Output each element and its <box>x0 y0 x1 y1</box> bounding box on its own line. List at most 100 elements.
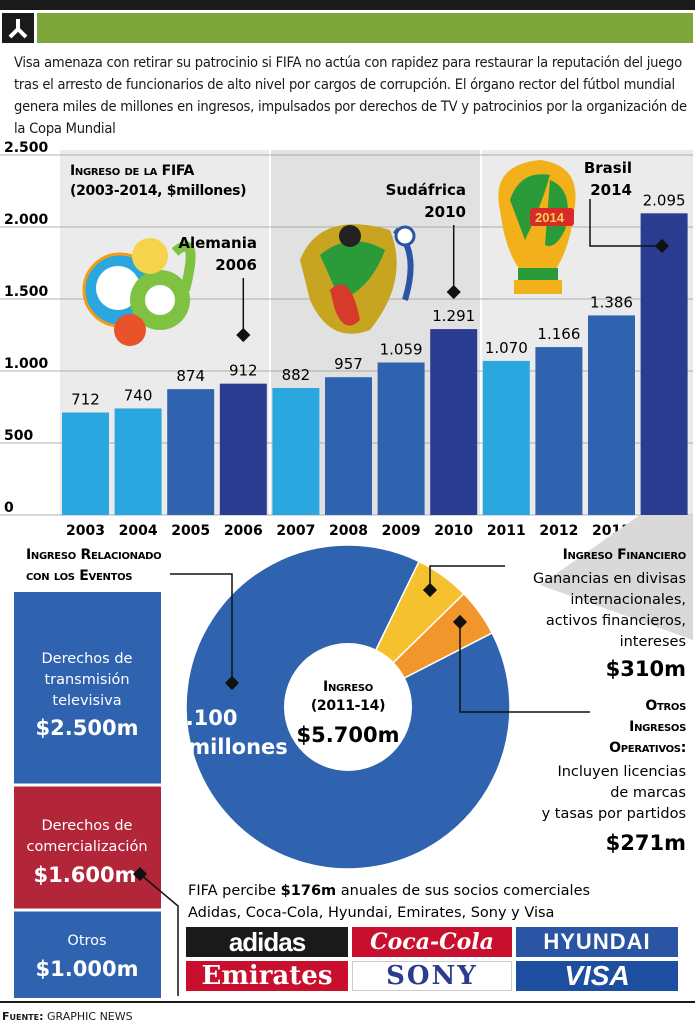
header-green-bar <box>37 13 693 43</box>
y-tick-label: 0 <box>4 500 14 516</box>
south-africa-2010-logo-icon <box>300 224 416 334</box>
financial-value: $310m <box>606 657 686 681</box>
com-label-1: Derechos de <box>42 818 133 834</box>
com-label-2: comercialización <box>26 839 147 855</box>
tv-label-2: transmisión <box>44 672 129 688</box>
financial-leader-line <box>429 565 505 590</box>
bar-value-label: 1.386 <box>590 293 633 311</box>
bar-2011 <box>482 360 530 515</box>
x-axis-ticks: 2003 2004 2005 2006 2007 2008 2009 2010 2011 2012… <box>66 523 684 539</box>
financial-desc-3: activos financieros, <box>546 613 686 629</box>
annotation-dot <box>236 327 251 343</box>
annotation-label: Alemania <box>178 234 257 252</box>
y-tick-label: 2.000 <box>4 212 49 228</box>
visa-logo: VISA <box>516 960 678 991</box>
bar-value-label: 2.095 <box>643 191 686 209</box>
publisher-logo-icon <box>8 19 28 39</box>
bar-2006 <box>219 383 267 515</box>
bar-2007 <box>272 387 320 515</box>
germany-2006-logo-icon <box>82 238 196 346</box>
other-value: $271m <box>606 831 686 855</box>
pie-center-title: Ingreso <box>323 679 373 695</box>
bar-2003 <box>62 412 109 515</box>
pie-center-hole <box>284 643 412 771</box>
annotation-year: 2010 <box>424 203 466 221</box>
bar-value-label: 882 <box>282 366 311 384</box>
y-tick-label: 1.000 <box>4 356 49 372</box>
x-tick-label: 2004 <box>119 523 158 539</box>
tv-label-3: televisiva <box>52 693 121 709</box>
com-value: $1.600m <box>34 863 137 887</box>
other-leader-line <box>459 622 590 713</box>
hyundai-logo: HYUNDAI <box>516 927 678 957</box>
events-leader-line <box>170 573 233 683</box>
bar-2012 <box>535 347 583 515</box>
sony-logo: SONY <box>352 961 512 991</box>
pie-events-unit: millones <box>188 735 288 759</box>
bar-2009 <box>377 362 425 515</box>
events-leader-dot <box>224 675 240 691</box>
sponsor-bracket <box>139 873 179 996</box>
pie-center-value: $5.700m <box>297 723 400 747</box>
y-axis-ticks: 0 500 1.000 1.500 2.000 2.500 <box>4 140 49 516</box>
annotation-dot <box>446 284 461 300</box>
bar-2005 <box>167 389 215 515</box>
other-desc-1: Incluyen licencias <box>557 764 686 780</box>
bar-2008 <box>325 377 372 515</box>
financial-title: Ingreso Financiero <box>563 547 686 563</box>
publisher-logo <box>2 13 34 43</box>
x-tick-label: 2012 <box>539 523 578 539</box>
other-title-2: Ingresos <box>629 719 686 735</box>
bar-value-label: 1.059 <box>380 341 423 359</box>
bar-2014 <box>640 213 688 515</box>
events-breakdown <box>14 592 161 998</box>
other-desc-3: y tasas por partidos <box>542 806 686 822</box>
other-title-1: Otros <box>645 698 686 714</box>
bar-value-label: 1.166 <box>537 325 580 343</box>
x-tick-label: 2009 <box>382 523 421 539</box>
annotation-label: Brasil <box>584 159 632 177</box>
y-tick-label: 2.500 <box>4 140 49 156</box>
financial-leader-dot <box>422 582 438 598</box>
bar-value-label: 957 <box>334 355 363 373</box>
bar-2010 <box>430 329 478 515</box>
financial-desc-4: intereses <box>620 634 686 650</box>
events-title-1: Ingreso Relacionado <box>26 547 161 563</box>
y-tick-label: 500 <box>4 428 33 444</box>
bar-value-label: 874 <box>176 367 205 385</box>
bars: 712 740 874 912 882 957 1.059 1.291 1.070 1.166 1.… <box>62 191 688 515</box>
other-title-3: Operativos: <box>609 740 686 756</box>
x-tick-label: 2011 <box>487 523 526 539</box>
sponsors-line-1: FIFA percibe $176m anuales de sus socios… <box>188 883 590 899</box>
otros-label: Otros <box>67 933 106 949</box>
bar-value-label: 740 <box>124 386 153 404</box>
chart-subtitle: (2003-2014, $millones) <box>70 183 246 199</box>
chart-title: Ingreso de la FIFA <box>70 163 195 179</box>
annotation-label: Sudáfrica <box>386 181 466 199</box>
annotations: Alemania 2006 Sudáfrica 2010 Brasil 2014 <box>178 159 670 343</box>
adidas-logo: adidas <box>186 927 348 957</box>
annotation-leader <box>589 199 662 247</box>
financial-desc-2: internacionales, <box>570 592 686 608</box>
x-tick-label: 2003 <box>66 523 105 539</box>
pie-events-value: $5.100 <box>156 706 237 730</box>
other-segment <box>14 910 161 998</box>
zoom-wedge <box>540 515 693 640</box>
bar-2004 <box>114 408 162 515</box>
x-tick-label: 2005 <box>171 523 210 539</box>
bar-value-label: 1.291 <box>432 307 475 325</box>
otros-value: $1.000m <box>36 957 139 981</box>
financial-desc-1: Ganancias en divisas <box>533 571 686 587</box>
tv-value: $2.500m <box>36 716 139 740</box>
source-credit: Fuente: GRAPHIC NEWS <box>2 1010 133 1023</box>
tv-rights-segment <box>14 592 161 785</box>
brazil-2014-logo-icon: 2014 <box>498 160 576 294</box>
x-tick-label: 2007 <box>276 523 315 539</box>
other-leader-dot <box>452 614 468 630</box>
x-tick-label: 2008 <box>329 523 368 539</box>
emirates-logo: Emirates <box>186 961 348 991</box>
intro-text: Visa amenaza con retirar su patrocinio s… <box>14 54 687 137</box>
annotation-year: 2006 <box>215 256 257 274</box>
y-tick-label: 1.500 <box>4 284 49 300</box>
events-title-2: con los Eventos <box>26 568 132 584</box>
